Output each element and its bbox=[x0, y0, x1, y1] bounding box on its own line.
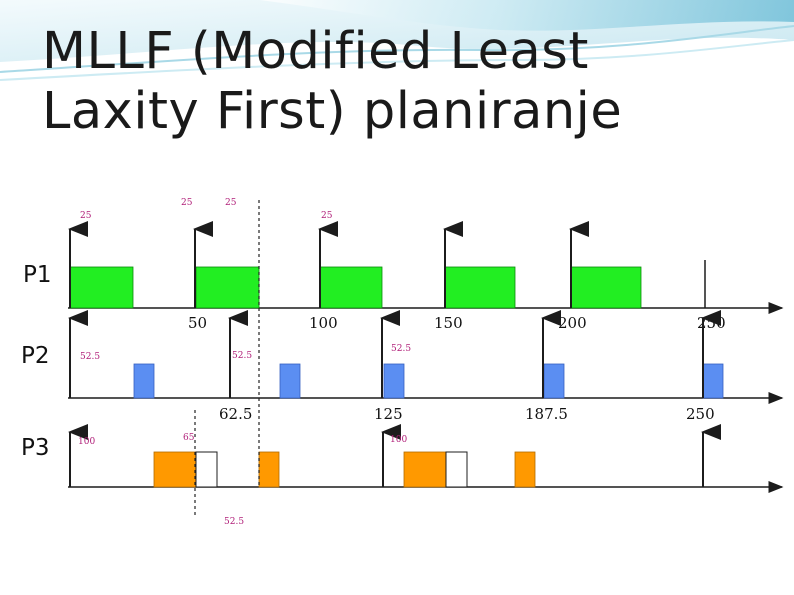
p1-annotation: 25 bbox=[80, 211, 92, 221]
p2-tick-label: 62.5 bbox=[219, 405, 252, 423]
p3-execution-block bbox=[153, 451, 197, 488]
p1-tick-label: 100 bbox=[309, 314, 338, 332]
p2-row: 52.5 52.5 52.5 62.5 125 187.5 250 bbox=[68, 310, 724, 423]
p3-annotation: 65 bbox=[183, 433, 195, 443]
p1-tick-label: 50 bbox=[188, 314, 207, 332]
p3-preempted-block bbox=[195, 451, 218, 488]
p3-annotation: 100 bbox=[78, 437, 95, 447]
title-line-2: Laxity First) planiranje bbox=[42, 82, 623, 141]
p1-execution-block bbox=[319, 266, 383, 309]
p2-annotation: 52.5 bbox=[80, 352, 100, 362]
p1-tick-label: 250 bbox=[697, 314, 726, 332]
slide-title: MLLF (Modified Least Laxity First) plani… bbox=[42, 22, 622, 142]
p3-row: 100 65 100 52.5 bbox=[68, 424, 721, 527]
p2-tick-label: 250 bbox=[686, 405, 715, 423]
row-label-p3: P3 bbox=[21, 435, 50, 461]
p2-annotation: 52.5 bbox=[232, 351, 252, 361]
p1-tick-label: 150 bbox=[434, 314, 463, 332]
p3-annotation: 52.5 bbox=[224, 517, 244, 527]
p1-annotation: 25 bbox=[181, 198, 193, 208]
p2-execution-block bbox=[383, 363, 405, 399]
row-label-p1: P1 bbox=[23, 262, 52, 288]
p3-preempted-block bbox=[445, 451, 468, 488]
p3-annotation: 100 bbox=[390, 435, 407, 445]
p1-execution-block bbox=[570, 266, 642, 309]
row-label-p2: P2 bbox=[21, 343, 50, 369]
p2-tick-label: 187.5 bbox=[525, 405, 568, 423]
p2-execution-block bbox=[133, 363, 155, 399]
p1-execution-block bbox=[69, 266, 134, 309]
p1-row: 25 25 25 25 50 100 150 200 250 bbox=[68, 198, 726, 332]
p2-execution-block bbox=[702, 363, 724, 399]
p1-execution-block bbox=[195, 266, 260, 309]
p2-execution-block bbox=[279, 363, 301, 399]
p1-annotation: 25 bbox=[321, 211, 333, 221]
p1-tick-label: 200 bbox=[558, 314, 587, 332]
p3-execution-block bbox=[514, 451, 536, 488]
p2-execution-block bbox=[543, 363, 565, 399]
title-line-1: MLLF (Modified Least bbox=[42, 22, 589, 81]
p2-annotation: 52.5 bbox=[391, 344, 411, 354]
p1-annotation: 25 bbox=[225, 198, 237, 208]
p2-tick-label: 125 bbox=[374, 405, 403, 423]
p1-execution-block bbox=[444, 266, 516, 309]
p3-execution-block bbox=[403, 451, 447, 488]
p3-execution-block bbox=[258, 451, 280, 488]
